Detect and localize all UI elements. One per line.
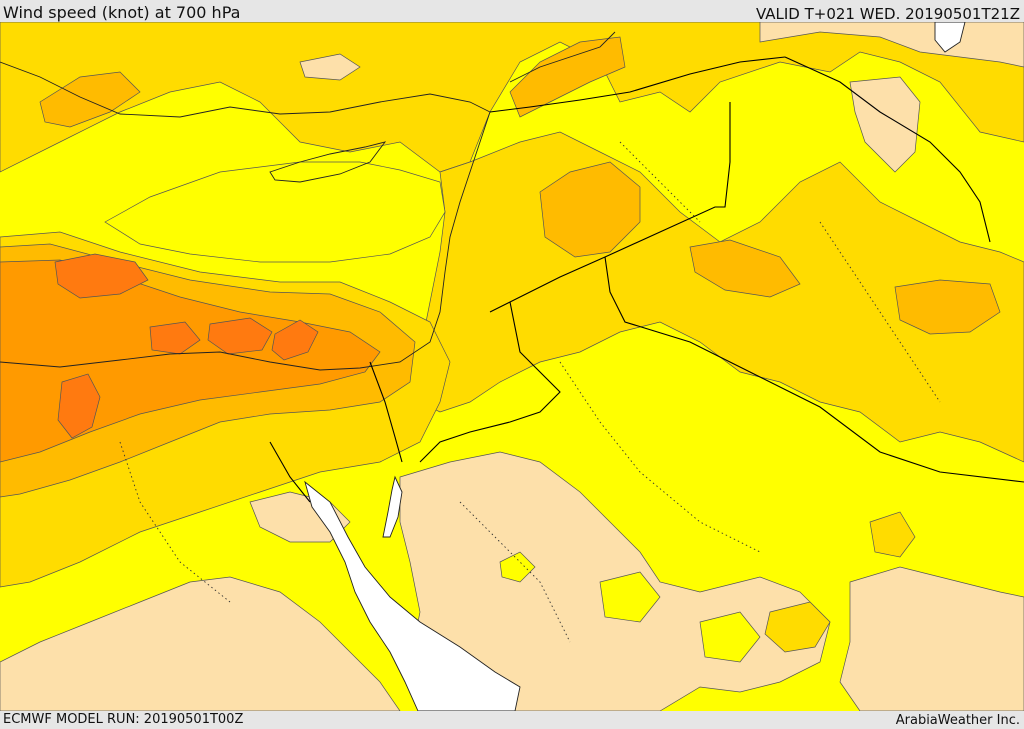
very-strong-wind-cell-5 [149,321,201,355]
admin-line-5 [619,141,701,223]
map-canvas [0,22,1024,711]
footer-bar: ECMWF MODEL RUN: 20190501T00Z ArabiaWeat… [0,711,1024,729]
provider-credit: ArabiaWeather Inc. [895,713,1020,728]
valid-time: VALID T+021 WED. 20190501T21Z [755,5,1020,23]
border-iraq-saudi [604,256,1024,483]
moderate-patch-arabia-1 [764,601,831,653]
calm-area-egypt [0,576,401,711]
cyprus-coast [269,141,387,183]
very-strong-wind-cell-3 [271,319,319,361]
admin-line-1 [119,441,231,603]
fresh-wind-patch-4 [509,36,626,118]
wind-speed-map [0,22,1024,711]
model-run: ECMWF MODEL RUN: 20190501T00Z [3,712,244,727]
border-iraq-iran [784,56,991,243]
moderate-patch-arabia-2 [869,511,916,558]
admin-line-4 [459,501,571,643]
fresh-wind-patch-2 [689,239,801,298]
calm-area-arabia-2 [839,566,1024,711]
calm-area-north-coast [299,53,361,81]
moderate-wind-area-north [0,22,1024,173]
black-sea-coast [509,31,616,83]
light-wind-tongue [104,161,446,263]
very-strong-wind-cell-4 [57,373,101,439]
calm-area-northeast-2 [849,76,921,173]
red-sea [304,480,521,711]
caspian-corner [934,22,966,53]
border-turkey-syria [489,56,786,113]
light-patch-arabia-1 [499,551,536,583]
light-patch-arabia-2 [599,571,661,623]
admin-line-3 [819,221,941,403]
turkey-coast [0,61,491,118]
admin-line-2 [559,361,761,553]
border-egypt-israel [369,361,403,463]
border-syria-iraq [489,102,731,313]
fresh-wind-patch-3 [894,279,1001,335]
header-bar: Wind speed (knot) at 700 hPa VALID T+021… [0,0,1024,23]
very-strong-wind-cell-1 [54,253,149,299]
light-patch-arabia-3 [699,611,761,663]
fresh-wind-patch-5 [39,71,141,128]
mediterranean-coast [0,111,491,371]
gulf-of-aqaba [382,475,403,538]
border-egypt-sudan-west [269,441,311,503]
map-title: Wind speed (knot) at 700 hPa [3,3,241,22]
very-strong-wind-cell-2 [207,317,273,355]
fresh-wind-patch-1 [539,161,641,258]
border-jordan [419,301,561,463]
